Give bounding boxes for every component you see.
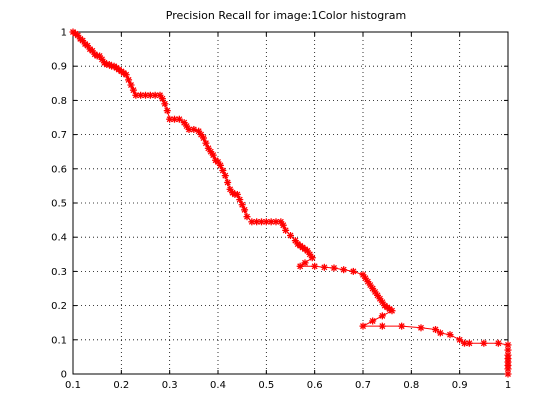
data-point — [378, 322, 386, 330]
data-point — [398, 322, 406, 330]
x-tick-label: 0.4 — [210, 380, 226, 391]
data-point — [127, 81, 135, 89]
y-tick-label: 0.3 — [51, 267, 67, 278]
data-point — [369, 317, 377, 325]
chart-title: Precision Recall for image:1Color histog… — [166, 9, 406, 22]
data-point — [175, 115, 183, 123]
data-point — [197, 131, 205, 139]
data-point — [446, 331, 454, 339]
x-tick-label: 0.7 — [355, 380, 371, 391]
data-point — [200, 134, 207, 142]
series-layer — [69, 28, 512, 378]
data-point — [279, 221, 287, 229]
x-tick-label: 0.5 — [258, 380, 274, 391]
x-tick-label: 0.9 — [452, 380, 468, 391]
data-point — [180, 119, 188, 127]
data-point — [142, 91, 149, 99]
data-point — [374, 291, 381, 299]
data-point — [361, 274, 369, 282]
x-tick-label: 0.2 — [113, 380, 129, 391]
y-tick-label: 0.8 — [51, 96, 67, 107]
y-tick-label: 0.5 — [51, 199, 67, 210]
data-point — [272, 218, 280, 226]
y-tick-label: 0.4 — [51, 233, 67, 244]
y-tick-label: 0.1 — [51, 335, 67, 346]
y-tick-label: 0.2 — [51, 301, 67, 312]
data-point — [243, 213, 251, 221]
data-point — [282, 226, 290, 234]
data-point — [296, 262, 304, 270]
series-line — [72, 31, 509, 374]
x-tick-label: 1 — [505, 380, 511, 391]
data-point — [161, 100, 169, 108]
data-point — [233, 190, 241, 198]
data-point — [320, 263, 328, 271]
y-tick-label: 0.9 — [51, 62, 67, 73]
data-point — [216, 161, 224, 169]
data-point — [129, 86, 137, 94]
data-point — [122, 71, 130, 79]
data-point — [371, 288, 379, 296]
y-tick-label: 0.6 — [51, 164, 67, 175]
data-point — [236, 196, 244, 204]
data-point — [378, 298, 386, 306]
data-point — [219, 167, 227, 175]
data-point — [158, 95, 166, 103]
grid-lines — [73, 32, 508, 374]
data-point — [311, 262, 319, 270]
data-point — [125, 76, 133, 84]
data-point — [209, 151, 217, 159]
x-tick-label: 0.3 — [162, 380, 178, 391]
plot-area — [72, 31, 509, 375]
y-tick-label: 0 — [61, 370, 67, 381]
data-point — [432, 326, 439, 334]
data-point — [417, 324, 425, 332]
data-point — [388, 307, 396, 315]
data-point — [241, 206, 249, 214]
data-point — [262, 218, 270, 226]
data-point — [224, 178, 232, 186]
data-point — [494, 339, 502, 347]
data-point — [465, 339, 473, 347]
axis-ticks: 0.1 0.2 0.3 0.4 0.5 0.6 0.7 0.8 0.9 100.10.20.30.… — [51, 28, 511, 392]
data-point — [171, 115, 178, 123]
data-point — [366, 281, 374, 289]
y-tick-label: 0.7 — [51, 130, 67, 141]
data-point — [238, 201, 246, 209]
data-point — [330, 264, 338, 272]
data-point — [359, 322, 367, 330]
y-tick-label: 1 — [61, 28, 67, 39]
data-point — [436, 329, 444, 337]
data-point — [349, 267, 357, 275]
data-point — [287, 231, 294, 239]
x-tick-label: 0.8 — [403, 380, 419, 391]
data-point — [340, 266, 348, 274]
data-point — [84, 42, 91, 50]
data-point — [480, 339, 488, 347]
data-point — [163, 107, 171, 115]
data-point — [378, 312, 386, 320]
data-point — [221, 172, 229, 180]
data-point — [504, 370, 512, 378]
data-point — [308, 254, 316, 262]
data-point — [301, 259, 309, 267]
data-point — [202, 139, 210, 147]
data-point — [456, 336, 464, 344]
x-tick-label: 0.1 — [65, 380, 81, 391]
x-tick-label: 0.6 — [307, 380, 323, 391]
